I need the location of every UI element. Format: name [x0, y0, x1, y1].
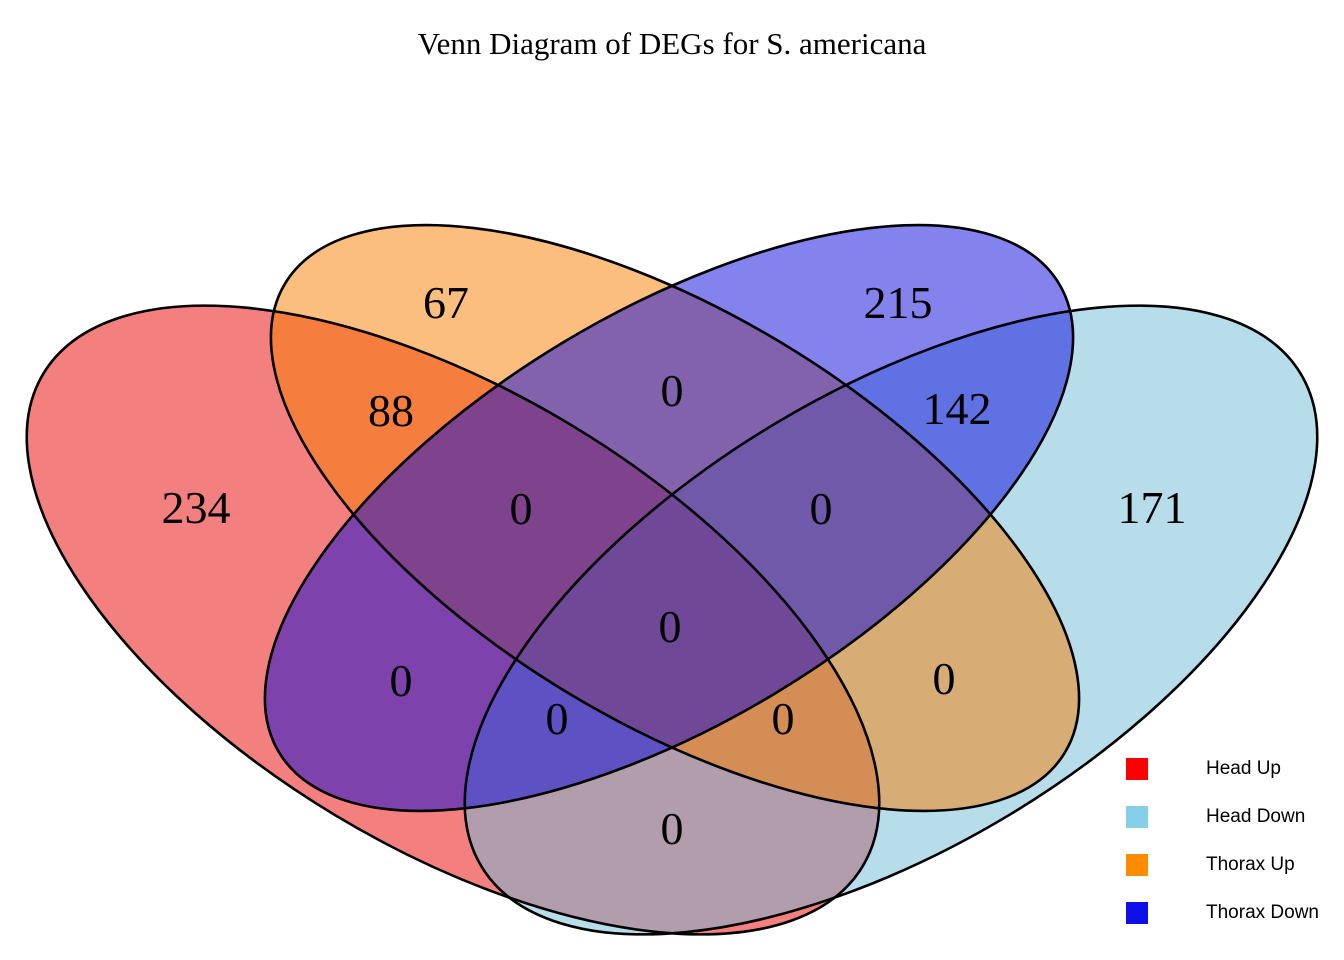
legend-label-head-down: Head Down	[1206, 806, 1306, 827]
ellipse-outline-thorax-down	[263, 223, 1075, 813]
legend-item-thorax-up: Thorax Up	[1126, 854, 1319, 876]
count-thorax-down-only: 215	[863, 277, 933, 328]
chart-title: Venn Diagram of DEGs for S. americana	[417, 26, 927, 61]
count-headup-thoraxup-headdown: 0	[771, 693, 795, 744]
ellipse-outline-head-up	[25, 304, 881, 936]
count-thoraxdown-headdown: 142	[922, 383, 992, 434]
legend-swatch-thorax-down-icon	[1126, 902, 1148, 924]
legend-item-head-up: Head Up	[1126, 758, 1319, 780]
ellipse-outline-thorax-up	[269, 223, 1081, 813]
legend-label-head-up: Head Up	[1206, 758, 1281, 779]
count-all-four-sets: 0	[658, 601, 682, 652]
legend-item-thorax-down: Thorax Down	[1126, 902, 1319, 924]
legend-swatch-rect	[1126, 806, 1148, 828]
legend-item-head-down: Head Down	[1126, 806, 1319, 828]
count-headup-thoraxup: 88	[368, 385, 414, 436]
count-thoraxup-headdown: 0	[932, 653, 956, 704]
count-thoraxup-thoraxdown: 0	[660, 365, 684, 416]
count-head-down-only: 171	[1117, 482, 1187, 533]
legend-swatch-head-down-icon	[1126, 806, 1148, 828]
count-head-up-only: 234	[161, 482, 231, 533]
legend-label-thorax-up: Thorax Up	[1206, 854, 1295, 875]
legend-swatch-head-up-icon	[1126, 758, 1148, 780]
count-headup-headdown: 0	[660, 803, 684, 854]
count-thoraxup-thoraxdown-headdown: 0	[809, 483, 833, 534]
legend-swatch-thorax-up-icon	[1126, 854, 1148, 876]
legend-label-thorax-down: Thorax Down	[1206, 902, 1319, 923]
legend-swatch-rect	[1126, 758, 1148, 780]
legend-swatch-rect	[1126, 902, 1148, 924]
legend-swatch-rect	[1126, 854, 1148, 876]
count-headup-thoraxdown: 0	[389, 655, 413, 706]
count-headup-thoraxup-thoraxdown: 0	[509, 483, 533, 534]
count-thorax-up-only: 67	[423, 277, 469, 328]
count-headup-thoraxdown-headdown: 0	[545, 693, 569, 744]
ellipse-fill-thorax-down	[264, 225, 1074, 811]
legend: Head Up Head Down Thorax Up Thorax Down	[1126, 758, 1319, 950]
ellipse-outline-head-down	[463, 304, 1319, 936]
